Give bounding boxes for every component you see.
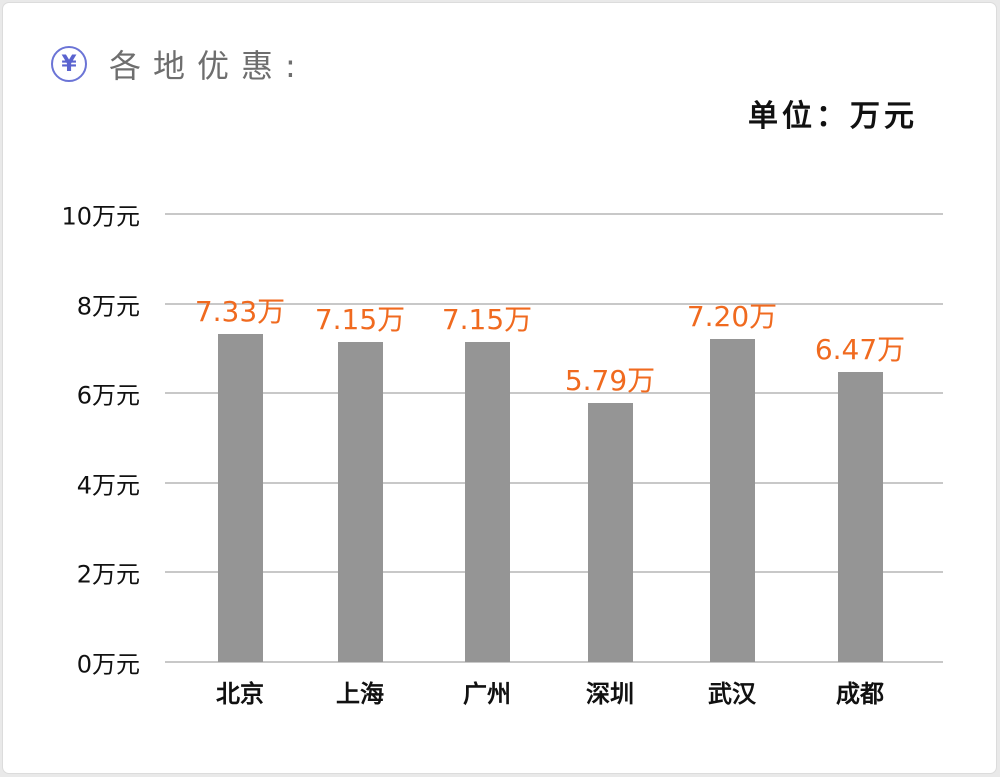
y-axis-tick-label: 10万元 (61, 202, 140, 231)
bar-value-label: 7.33万 (194, 294, 286, 328)
bar-value-label: 7.15万 (314, 302, 406, 336)
x-axis-category-label: 深圳 (586, 680, 634, 708)
bar-value-label: 7.20万 (686, 300, 778, 334)
chart-header: ¥ 各地优惠: (51, 41, 308, 87)
bar-1 (218, 333, 263, 662)
yen-circle-icon: ¥ (51, 46, 87, 82)
chart-title: 各地优惠: (109, 47, 308, 85)
x-axis-category-label: 广州 (463, 680, 511, 708)
gridline (165, 392, 943, 395)
bar-6 (838, 372, 883, 662)
x-axis-category-label: 北京 (216, 680, 264, 708)
y-axis-tick-label: 2万元 (76, 560, 140, 589)
bar-3 (465, 341, 510, 662)
y-axis-tick-label: 0万元 (76, 650, 140, 679)
gridline (165, 481, 943, 484)
x-axis-category-label: 上海 (336, 680, 384, 708)
y-axis-tick-label: 8万元 (76, 292, 140, 321)
bar-value-label: 7.15万 (441, 302, 533, 336)
gridline (165, 571, 943, 574)
bar-value-label: 5.79万 (564, 363, 656, 397)
bar-5 (710, 339, 755, 662)
y-axis-tick-label: 6万元 (76, 381, 140, 410)
bar-4 (588, 402, 633, 662)
gridline (165, 302, 943, 305)
y-axis-tick-label: 4万元 (76, 471, 140, 500)
unit-label: 单位：万元 (748, 99, 918, 134)
gridline (165, 213, 943, 215)
x-axis-category-label: 武汉 (708, 680, 756, 708)
gridline (165, 661, 943, 663)
x-axis-category-label: 成都 (836, 680, 884, 708)
bar-value-label: 6.47万 (814, 333, 906, 367)
bar-2 (338, 341, 383, 662)
